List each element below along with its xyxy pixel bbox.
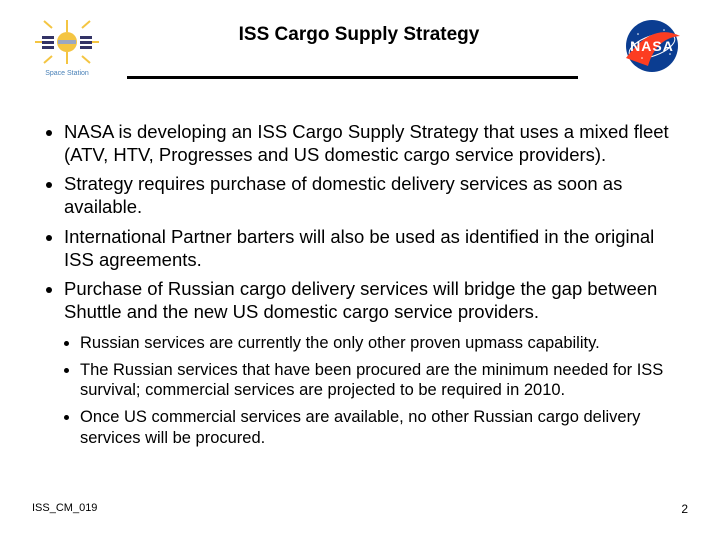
slide-container: Space Station ISS Cargo Supply Strategy …	[0, 0, 720, 540]
main-bullet: International Partner barters will also …	[64, 225, 680, 271]
main-bullet: Purchase of Russian cargo delivery servi…	[64, 277, 680, 323]
title-wrap: ISS Cargo Supply Strategy	[102, 18, 616, 46]
sub-bullet: Once US commercial services are availabl…	[80, 407, 680, 448]
footer-doc-id: ISS_CM_019	[32, 502, 97, 516]
main-bullet: NASA is developing an ISS Cargo Supply S…	[64, 120, 680, 166]
nasa-logo-svg: NASA	[620, 18, 684, 74]
iss-program-logo: Space Station	[32, 18, 102, 78]
main-bullet-list: NASA is developing an ISS Cargo Supply S…	[40, 120, 680, 323]
slide-body: NASA is developing an ISS Cargo Supply S…	[32, 120, 688, 448]
sub-bullet: Russian services are currently the only …	[80, 333, 680, 354]
iss-logo-caption: Space Station	[45, 70, 89, 77]
nasa-meatball-logo: NASA	[616, 18, 688, 74]
slide-title: ISS Cargo Supply Strategy	[102, 24, 616, 46]
main-bullet: Strategy requires purchase of domestic d…	[64, 172, 680, 218]
iss-logo-svg: Space Station	[32, 18, 102, 78]
nasa-logo-text: NASA	[630, 38, 674, 54]
slide-footer: ISS_CM_019 2	[32, 502, 688, 516]
header-rule	[127, 76, 578, 79]
sub-bullet: The Russian services that have been proc…	[80, 360, 680, 401]
sub-bullet-list: Russian services are currently the only …	[40, 333, 680, 448]
footer-page-number: 2	[681, 502, 688, 516]
slide-header: Space Station ISS Cargo Supply Strategy …	[32, 18, 688, 90]
